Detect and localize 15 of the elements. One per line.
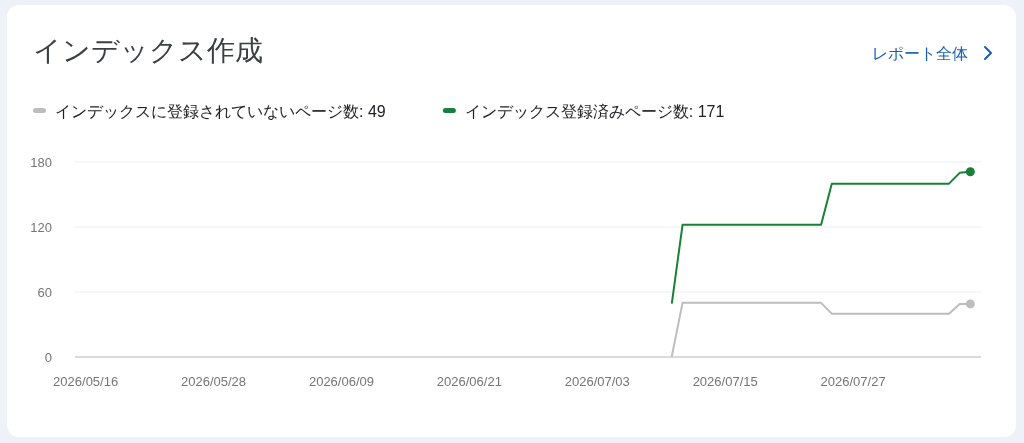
x-tick-label: 2026/06/09 — [308, 373, 375, 389]
x-tick-label: 2026/05/28 — [181, 373, 247, 389]
chart-title: インデックス作成 — [33, 35, 263, 66]
y-tick-label: 0 — [44, 349, 52, 365]
y-tick-label: 60 — [37, 284, 52, 300]
x-tick-label: 2026/07/15 — [692, 373, 758, 389]
legend-label: インデックスに登録されていないページ数: 49 — [55, 102, 386, 120]
text: レポート全体 — [872, 44, 968, 62]
y-tick-label: 180 — [30, 154, 52, 170]
legend-label: インデックス登録済みページ数: 171 — [464, 102, 725, 120]
x-tick-label: 2026/05/16 — [53, 373, 119, 389]
x-tick-label: 2026/07/03 — [564, 373, 630, 389]
y-tick-label: 120 — [30, 219, 52, 235]
x-tick-label: 2026/06/21 — [436, 373, 502, 389]
x-tick-label: 2026/07/27 — [820, 373, 886, 389]
